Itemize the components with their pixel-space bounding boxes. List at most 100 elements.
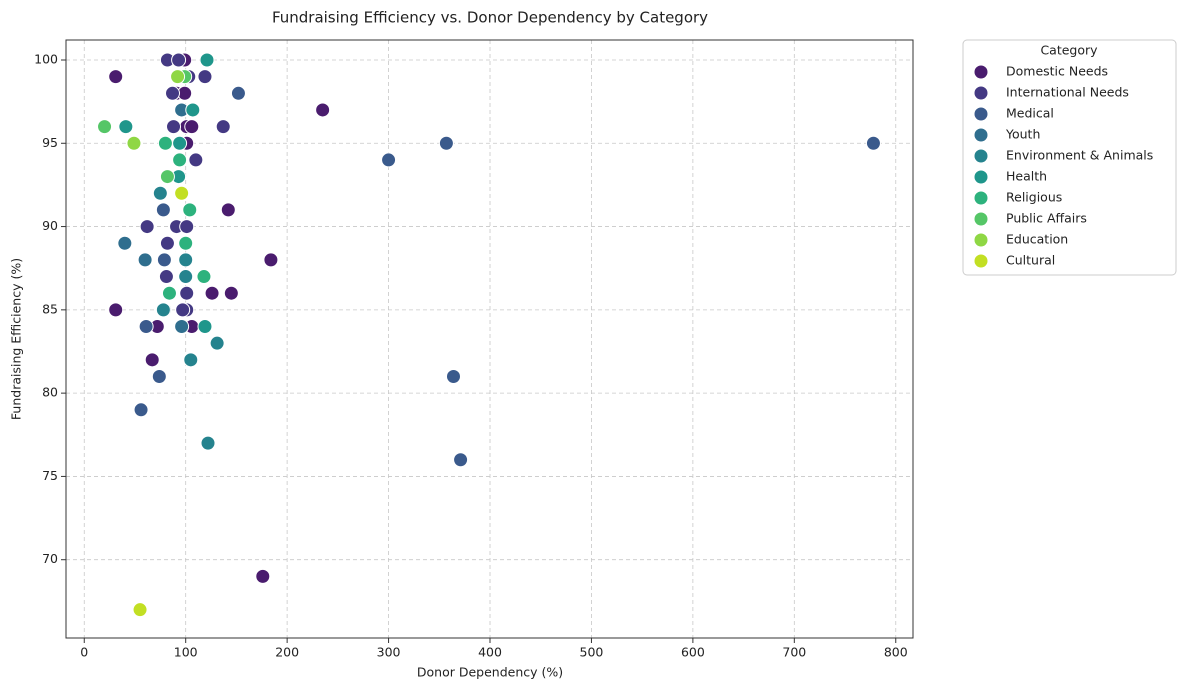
point: [155, 202, 171, 218]
point: [200, 435, 216, 451]
y-tick-label: 85: [42, 301, 58, 316]
point: [178, 252, 194, 268]
legend-label: Health: [1006, 169, 1047, 184]
legend-label: International Needs: [1006, 85, 1129, 100]
y-tick-label: 90: [42, 218, 58, 233]
point: [157, 135, 173, 151]
legend-title: Category: [1040, 43, 1098, 58]
y-tick-label: 95: [42, 135, 58, 150]
x-axis-label: Donor Dependency (%): [417, 665, 563, 680]
legend-label: Cultural: [1006, 253, 1055, 268]
legend-marker: [973, 148, 989, 164]
point: [263, 252, 279, 268]
x-tick-label: 200: [275, 645, 299, 660]
legend-box: [962, 39, 1177, 276]
point: [315, 102, 331, 118]
point: [108, 69, 124, 85]
point: [182, 202, 198, 218]
point: [865, 135, 881, 151]
point: [183, 352, 199, 368]
legend-marker: [973, 169, 989, 185]
point: [138, 319, 154, 335]
point: [199, 52, 215, 68]
point: [152, 185, 168, 201]
x-tick-label: 500: [580, 645, 604, 660]
legend-marker: [973, 232, 989, 248]
y-tick-label: 75: [42, 468, 58, 483]
point: [144, 352, 160, 368]
point: [230, 85, 246, 101]
x-tick-label: 700: [782, 645, 806, 660]
point: [155, 302, 171, 318]
legend-marker: [973, 211, 989, 227]
point: [159, 235, 175, 251]
legend-marker: [973, 253, 989, 269]
point: [159, 169, 175, 185]
point: [137, 252, 153, 268]
point: [161, 285, 177, 301]
legend-label: Domestic Needs: [1006, 64, 1108, 79]
y-tick-label: 70: [42, 551, 58, 566]
y-tick-label: 80: [42, 385, 58, 400]
legend-marker: [973, 85, 989, 101]
point: [381, 152, 397, 168]
x-tick-label: 100: [174, 645, 198, 660]
point: [165, 85, 181, 101]
point: [184, 119, 200, 135]
legend-label: Religious: [1006, 190, 1062, 205]
point: [158, 269, 174, 285]
point: [178, 235, 194, 251]
point: [204, 285, 220, 301]
point: [209, 335, 225, 351]
chart-title: Fundraising Efficiency vs. Donor Depende…: [272, 9, 708, 27]
point: [151, 368, 167, 384]
point: [197, 69, 213, 85]
point: [172, 135, 188, 151]
point: [197, 319, 213, 335]
point: [178, 269, 194, 285]
legend-label: Education: [1006, 232, 1068, 247]
point: [255, 568, 271, 584]
y-axis-label: Fundraising Efficiency (%): [9, 258, 24, 420]
legend-marker: [973, 190, 989, 206]
point: [156, 252, 172, 268]
point: [108, 302, 124, 318]
point: [438, 135, 454, 151]
y-tick-label: 100: [34, 51, 58, 66]
point: [179, 219, 195, 235]
legend-marker: [973, 106, 989, 122]
point: [175, 302, 191, 318]
plot-frame: [65, 39, 914, 639]
legend-marker: [973, 127, 989, 143]
point: [174, 185, 190, 201]
point: [166, 119, 182, 135]
point: [174, 319, 190, 335]
x-tick-label: 800: [884, 645, 908, 660]
point: [139, 219, 155, 235]
point: [185, 102, 201, 118]
point: [196, 269, 212, 285]
legend-label: Youth: [1005, 127, 1040, 142]
legend-label: Public Affairs: [1006, 211, 1087, 226]
x-tick-label: 600: [681, 645, 705, 660]
x-tick-label: 0: [80, 645, 88, 660]
legend-label: Medical: [1006, 106, 1054, 121]
point: [215, 119, 231, 135]
x-tick-label: 400: [478, 645, 502, 660]
point: [133, 402, 149, 418]
point: [223, 285, 239, 301]
point: [179, 285, 195, 301]
point: [117, 235, 133, 251]
legend-marker: [973, 64, 989, 80]
point: [220, 202, 236, 218]
point: [170, 69, 186, 85]
x-tick-label: 300: [377, 645, 401, 660]
point: [118, 119, 134, 135]
point: [171, 52, 187, 68]
point: [97, 119, 113, 135]
point: [445, 368, 461, 384]
legend-label: Environment & Animals: [1006, 148, 1153, 163]
point: [172, 152, 188, 168]
point: [132, 602, 148, 618]
